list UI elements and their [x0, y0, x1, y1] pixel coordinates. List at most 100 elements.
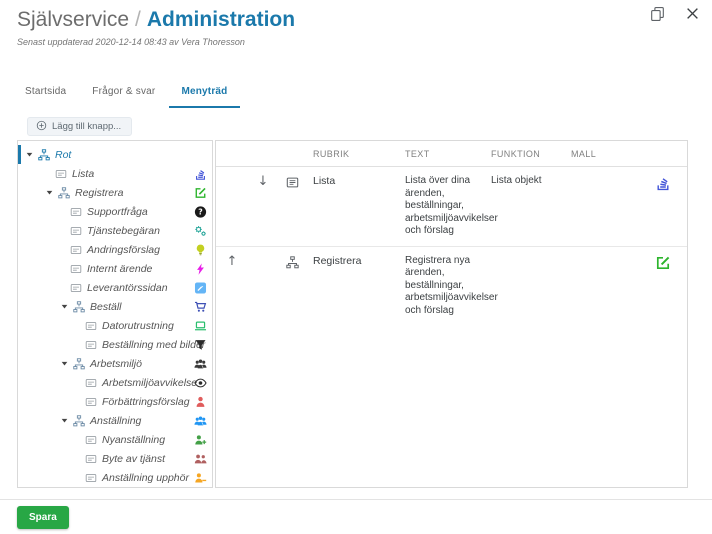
- filter-icon: [194, 338, 207, 351]
- cell-funktion: [484, 247, 564, 326]
- move-up-empty: [216, 167, 248, 246]
- tree-item-datorutrustning[interactable]: Datorutrustning: [18, 316, 212, 335]
- caret-down-icon[interactable]: [25, 150, 34, 159]
- card-icon: [70, 282, 82, 294]
- svg-text:?: ?: [198, 207, 202, 216]
- tree-item-label: Arbetsmiljö: [90, 357, 142, 370]
- tree-item-byte-av-tjänst[interactable]: Byte av tjänst: [18, 449, 212, 468]
- tab-bar: Startsida Frågor & svar Menyträd: [0, 82, 712, 108]
- cell-text: Lista över dina ärenden, beställningar, …: [405, 175, 498, 236]
- cart-icon: [194, 300, 207, 313]
- cell-rubrik: Lista: [313, 175, 336, 187]
- tree-item-label: Anställning upphör: [102, 471, 189, 484]
- cell-mall: [564, 247, 638, 326]
- tree-item-label: Beställ: [90, 300, 122, 313]
- branch-icon: [58, 186, 70, 199]
- tree-item-supportfråga[interactable]: Supportfråga?: [18, 202, 212, 221]
- tree-item-registrera[interactable]: Registrera: [18, 183, 212, 202]
- page-title: Självservice / Administration: [17, 8, 295, 32]
- list-stack-icon: [194, 167, 207, 180]
- tree-item-rot[interactable]: Rot: [18, 145, 212, 164]
- card-icon: [55, 168, 67, 180]
- column-header-mall: MALL: [571, 148, 597, 159]
- tree-item-arbetsmiljö[interactable]: Arbetsmiljö: [18, 354, 212, 373]
- tree-item-label: Nyanställning: [102, 433, 166, 446]
- tree-item-förbättringsförslag[interactable]: Förbättringsförslag: [18, 392, 212, 411]
- laptop-icon: [194, 319, 207, 332]
- supplier-icon: [194, 281, 207, 294]
- copy-icon[interactable]: [650, 6, 665, 21]
- tab-menyträd[interactable]: Menyträd: [169, 82, 240, 108]
- breadcrumb-separator: /: [135, 8, 141, 31]
- tree-item-label: Lista: [72, 167, 95, 180]
- card-icon: [70, 263, 82, 275]
- tree-item-anställning[interactable]: Anställning: [18, 411, 212, 430]
- last-updated-text: Senast uppdaterad 2020-12-14 08:43 av Ve…: [17, 37, 245, 47]
- plus-circle-icon: [36, 120, 47, 134]
- tree-item-nyanställning[interactable]: Nyanställning: [18, 430, 212, 449]
- window-controls: [650, 6, 700, 21]
- move-up-icon[interactable]: ↑: [226, 253, 238, 269]
- branch-icon: [73, 414, 85, 427]
- tree-item-label: Rot: [55, 148, 72, 161]
- tree-item-label: Internt ärende: [87, 262, 153, 275]
- column-header-rubrik: RUBRIK: [313, 148, 350, 159]
- edit-icon: [194, 186, 207, 199]
- branch-icon: [285, 255, 299, 269]
- eye-icon: [194, 376, 207, 389]
- persons-two-icon: [194, 452, 207, 465]
- edit-icon[interactable]: [655, 255, 671, 271]
- branch-icon: [73, 357, 85, 370]
- tree-item-label: Beställning med bilder: [102, 338, 206, 351]
- caret-down-icon[interactable]: [60, 302, 69, 311]
- users-icon: [194, 357, 207, 370]
- card-icon: [85, 320, 97, 332]
- lightbulb-icon: [194, 243, 207, 256]
- card-icon: [70, 225, 82, 237]
- person-icon: [194, 395, 207, 408]
- table-header-row: RUBRIK TEXT FUNKTION MALL: [216, 141, 687, 167]
- add-button[interactable]: Lägg till knapp...: [27, 117, 133, 136]
- table-row-registrera: ↑ Registrera Registrera nya ärenden, bestä…: [216, 247, 687, 326]
- tree-item-label: Leverantörssidan: [87, 281, 168, 294]
- save-button[interactable]: Spara: [17, 506, 69, 529]
- tree-item-label: Registrera: [75, 186, 124, 199]
- branch-icon: [73, 300, 85, 313]
- tree-item-beställ[interactable]: Beställ: [18, 297, 212, 316]
- tree-item-label: Tjänstebegäran: [87, 224, 160, 237]
- person-plus-icon: [194, 433, 207, 446]
- tree-item-internt-ärende[interactable]: Internt ärende: [18, 259, 212, 278]
- column-header-text: TEXT: [405, 148, 430, 159]
- list-alt-icon: [286, 176, 299, 189]
- menu-table-panel: RUBRIK TEXT FUNKTION MALL ↓ Lista Lista över …: [215, 140, 688, 488]
- tree-item-andringsförslag[interactable]: Andringsförslag: [18, 240, 212, 259]
- tree-item-lista[interactable]: Lista: [18, 164, 212, 183]
- tree-item-beställning-med-bilder[interactable]: Beställning med bilder: [18, 335, 212, 354]
- close-icon[interactable]: [685, 6, 700, 21]
- caret-down-icon[interactable]: [60, 359, 69, 368]
- table-row-lista: ↓ Lista Lista över dina ärenden, beställni…: [216, 167, 687, 247]
- person-minus-icon: [194, 471, 207, 484]
- column-header-funktion: FUNKTION: [491, 148, 541, 159]
- tab-frågor-svar[interactable]: Frågor & svar: [92, 86, 156, 97]
- tree-item-leverantörssidan[interactable]: Leverantörssidan: [18, 278, 212, 297]
- card-icon: [70, 244, 82, 256]
- tree-item-label: Anställning: [90, 414, 142, 427]
- tree-item-anställning-upphör[interactable]: Anställning upphör: [18, 468, 212, 487]
- tree-item-arbetsmiljöavvikelse[interactable]: Arbetsmiljöavvikelse: [18, 373, 212, 392]
- question-circle-icon: ?: [194, 205, 207, 218]
- caret-down-icon[interactable]: [60, 416, 69, 425]
- cell-funktion: Lista objekt: [491, 175, 542, 186]
- move-down-empty: [248, 247, 278, 326]
- tree-item-label: Byte av tjänst: [102, 452, 166, 465]
- tab-startsida[interactable]: Startsida: [25, 86, 67, 97]
- tree-item-tjänstebegäran[interactable]: Tjänstebegäran: [18, 221, 212, 240]
- list-stack-icon[interactable]: [655, 175, 671, 191]
- move-down-icon[interactable]: ↓: [257, 174, 269, 189]
- caret-down-icon[interactable]: [45, 188, 54, 197]
- page-title-text: Administration: [146, 8, 296, 31]
- card-icon: [85, 434, 97, 446]
- tree-item-label: Supportfråga: [87, 205, 148, 218]
- card-icon: [85, 339, 97, 351]
